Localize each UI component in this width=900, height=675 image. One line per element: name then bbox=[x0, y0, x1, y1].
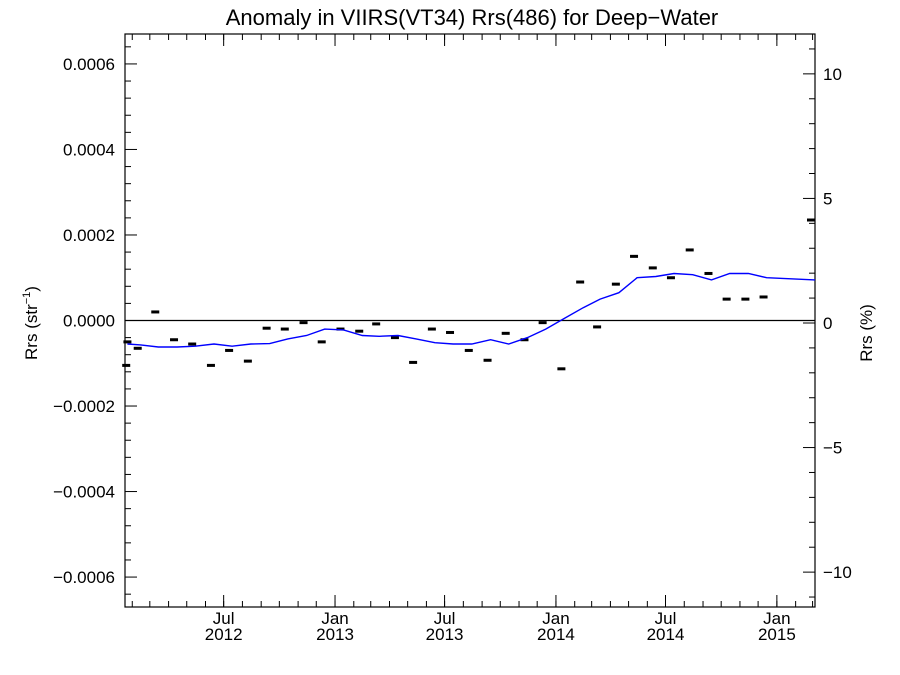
data-point bbox=[630, 254, 639, 258]
x-tick-label-month: Jan bbox=[542, 609, 569, 628]
data-point bbox=[262, 326, 271, 330]
data-point bbox=[206, 363, 215, 367]
y-tick-label: 0.0004 bbox=[63, 140, 115, 159]
y-tick-label: −0.0006 bbox=[53, 568, 115, 587]
data-point bbox=[611, 282, 620, 286]
y2-tick-label: −10 bbox=[823, 563, 852, 582]
data-point bbox=[427, 327, 436, 331]
y-tick-label: 0.0002 bbox=[63, 226, 115, 245]
data-point bbox=[280, 327, 289, 331]
data-point bbox=[741, 297, 750, 301]
data-point bbox=[520, 338, 529, 342]
y2-tick-label: −5 bbox=[823, 439, 842, 458]
data-point bbox=[483, 358, 492, 362]
data-point bbox=[372, 322, 381, 326]
y2-tick-label: 5 bbox=[823, 189, 832, 208]
y-tick-label: 0.0006 bbox=[63, 55, 115, 74]
data-point bbox=[133, 346, 142, 350]
data-point bbox=[188, 342, 197, 346]
y-axis-title-superscript: −1 bbox=[21, 292, 33, 305]
data-point bbox=[123, 340, 132, 344]
data-point bbox=[225, 348, 234, 352]
x-tick-label-year: 2012 bbox=[205, 625, 243, 644]
x-tick-label-year: 2013 bbox=[426, 625, 464, 644]
data-point bbox=[557, 367, 566, 371]
chart-title: Anomaly in VIIRS(VT34) Rrs(486) for Deep… bbox=[226, 5, 719, 30]
data-point bbox=[170, 338, 179, 342]
data-point bbox=[759, 295, 768, 299]
data-point bbox=[666, 276, 675, 280]
x-tick-label-year: 2014 bbox=[647, 625, 685, 644]
data-point bbox=[355, 329, 364, 333]
y2-axis-title: Rrs (%) bbox=[857, 304, 876, 362]
data-point bbox=[151, 310, 160, 314]
data-point bbox=[538, 321, 547, 325]
y-axis-title: Rrs (str−1) bbox=[21, 286, 41, 360]
x-tick-label-year: 2015 bbox=[758, 625, 796, 644]
data-point bbox=[299, 321, 308, 325]
data-point bbox=[122, 363, 131, 367]
x-tick-label-month: Jan bbox=[763, 609, 790, 628]
x-tick-label-month: Jul bbox=[434, 609, 456, 628]
x-tick-label-month: Jul bbox=[213, 609, 235, 628]
data-point bbox=[807, 218, 815, 222]
data-point bbox=[593, 325, 602, 329]
data-point bbox=[722, 297, 731, 301]
y2-tick-label: 10 bbox=[823, 65, 842, 84]
data-point bbox=[501, 331, 510, 335]
data-point bbox=[648, 266, 657, 270]
y-tick-label: 0.0000 bbox=[63, 312, 115, 331]
x-tick-label-year: 2014 bbox=[537, 625, 575, 644]
series-line bbox=[127, 272, 816, 348]
data-point bbox=[336, 327, 345, 331]
y-tick-label: −0.0002 bbox=[53, 397, 115, 416]
data-point bbox=[464, 348, 473, 352]
plot-area: 0.0006 0.0004 0.0002 0.0000 −0.0002 −0.0004 −0… bbox=[53, 33, 852, 644]
data-point bbox=[704, 271, 713, 275]
data-point bbox=[317, 340, 326, 344]
data-point bbox=[576, 280, 585, 284]
data-point bbox=[409, 360, 418, 364]
x-tick-label-year: 2013 bbox=[316, 625, 354, 644]
data-point bbox=[685, 248, 694, 252]
data-point bbox=[243, 359, 252, 363]
data-point bbox=[390, 336, 399, 340]
data-point bbox=[446, 330, 455, 334]
x-tick-label-month: Jul bbox=[655, 609, 677, 628]
y-tick-label: −0.0004 bbox=[53, 483, 115, 502]
y2-tick-label: 0 bbox=[823, 314, 832, 333]
y-axis-title-main: Rrs (str bbox=[22, 304, 41, 360]
x-tick-label-month: Jan bbox=[321, 609, 348, 628]
y-axis-title-close: ) bbox=[22, 286, 41, 292]
